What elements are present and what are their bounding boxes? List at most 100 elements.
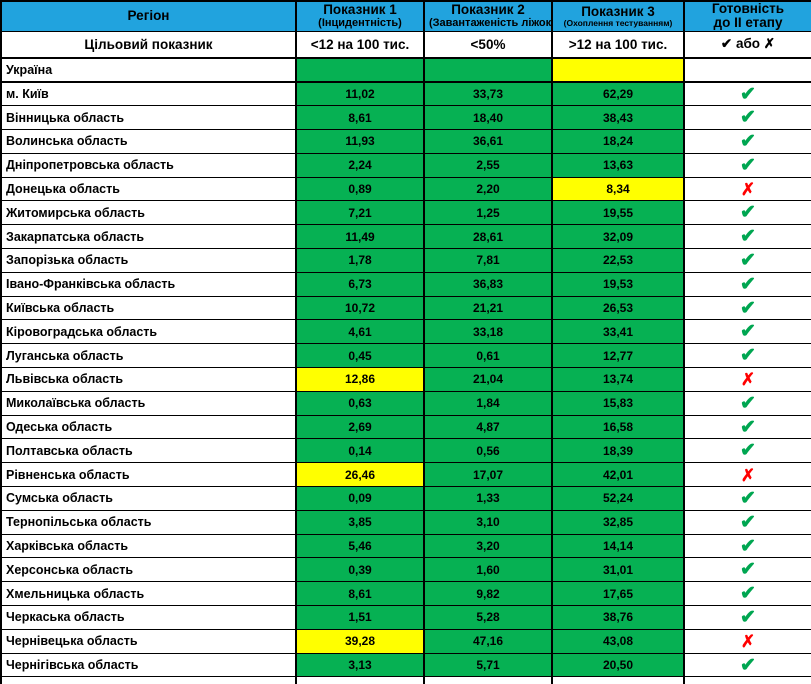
table-row: Сумська область 0,09 1,33 52,24 ✔ bbox=[0, 486, 811, 511]
readiness-mark: ✔ bbox=[683, 605, 811, 630]
readiness-mark: ✔ bbox=[683, 509, 811, 535]
indicator2-value: 36,83 bbox=[423, 271, 553, 297]
region-header-label: Регіон bbox=[127, 8, 170, 24]
indicator1-title: Показник 1 bbox=[323, 2, 397, 18]
indicator1-value: 0,89 bbox=[295, 176, 425, 202]
readiness-mark: ✔ bbox=[683, 200, 811, 226]
indicator2-value: 21,04 bbox=[423, 367, 553, 392]
table-row: Херсонська область 0,39 1,60 31,01 ✔ bbox=[0, 557, 811, 583]
table-row: Чернігівська область 3,13 5,71 20,50 ✔ bbox=[0, 652, 811, 678]
region-name: Вінницька область bbox=[0, 105, 297, 131]
indicator3-value: 15,83 bbox=[551, 390, 685, 416]
empty-row bbox=[0, 676, 811, 684]
region-name: Сумська область bbox=[0, 486, 297, 511]
indicator3-value: 22,53 bbox=[551, 248, 685, 273]
indicator3-value: 14,14 bbox=[551, 533, 685, 559]
indicator2-value: 4,87 bbox=[423, 414, 553, 440]
indicator3-value: 38,76 bbox=[551, 605, 685, 630]
indicator2-value: 3,20 bbox=[423, 533, 553, 559]
indicator3-value: 12,77 bbox=[551, 343, 685, 369]
indicator1-subtitle: (Інцидентність) bbox=[318, 16, 402, 29]
indicator2-value: 9,82 bbox=[423, 581, 553, 607]
region-name: Київська область bbox=[0, 295, 297, 321]
indicator2-value: 28,61 bbox=[423, 224, 553, 250]
check-icon: ✔ bbox=[740, 130, 756, 152]
readiness-mark: ✔ bbox=[683, 533, 811, 559]
readiness-mark: ✔ bbox=[683, 152, 811, 178]
table-row: Закарпатська область 11,49 28,61 32,09 ✔ bbox=[0, 224, 811, 250]
cross-icon: ✗ bbox=[740, 632, 756, 652]
readiness-mark: ✔ bbox=[683, 295, 811, 321]
indicator2-value: 36,61 bbox=[423, 129, 553, 154]
readiness-mark: ✔ bbox=[683, 414, 811, 440]
check-icon: ✔ bbox=[740, 321, 756, 343]
empty-cell bbox=[0, 676, 297, 684]
indicator1-value: 11,49 bbox=[295, 224, 425, 250]
indicator3-value: 33,41 bbox=[551, 319, 685, 345]
indicator2-value: 5,71 bbox=[423, 652, 553, 678]
indicator2-value: 18,40 bbox=[423, 105, 553, 131]
indicator3-value: 42,01 bbox=[551, 462, 685, 488]
region-name: Одеська область bbox=[0, 414, 297, 440]
indicator3-value: 18,24 bbox=[551, 129, 685, 154]
indicator3-value: 31,01 bbox=[551, 557, 685, 583]
cross-icon: ✗ bbox=[740, 180, 756, 200]
indicator1-value: 7,21 bbox=[295, 200, 425, 226]
readiness-mark: ✔ bbox=[683, 581, 811, 607]
readiness-mark: ✔ bbox=[683, 319, 811, 345]
table-row: Івано-Франківська область 6,73 36,83 19,… bbox=[0, 271, 811, 297]
region-name: Львівська область bbox=[0, 367, 297, 392]
indicator1-value: 0,63 bbox=[295, 390, 425, 416]
empty-cell bbox=[683, 676, 811, 684]
table-row: Волинська область 11,93 36,61 18,24 ✔ bbox=[0, 129, 811, 154]
indicator1-value: 4,61 bbox=[295, 319, 425, 345]
check-icon: ✔ bbox=[740, 583, 756, 605]
table-row: Черкаська область 1,51 5,28 38,76 ✔ bbox=[0, 605, 811, 630]
cross-icon: ✗ bbox=[740, 370, 756, 390]
readiness-mark: ✔ bbox=[683, 224, 811, 250]
target-row: Цільовий показник <12 на 100 тис. <50% >… bbox=[0, 30, 811, 59]
empty-cell bbox=[551, 676, 685, 684]
readiness-mark: ✗ bbox=[683, 176, 811, 202]
readiness-mark: ✔ bbox=[683, 105, 811, 131]
readiness-mark: ✔ bbox=[683, 81, 811, 107]
check-icon: ✔ bbox=[740, 249, 756, 271]
indicator3-title: Показник 3 bbox=[581, 3, 655, 19]
table-row: Луганська область 0,45 0,61 12,77 ✔ bbox=[0, 343, 811, 369]
indicator1-value: 12,86 bbox=[295, 367, 425, 392]
table-row: Дніпропетровська область 2,24 2,55 13,63… bbox=[0, 152, 811, 178]
empty-cell bbox=[423, 676, 553, 684]
indicator2-value: 0,56 bbox=[423, 438, 553, 464]
indicator1-value: 0,45 bbox=[295, 343, 425, 369]
region-name: Івано-Франківська область bbox=[0, 271, 297, 297]
indicator2-value: 0,61 bbox=[423, 343, 553, 369]
column-header-region: Регіон bbox=[0, 0, 297, 32]
target-indicator1: <12 на 100 тис. bbox=[295, 30, 425, 59]
table-row: Одеська область 2,69 4,87 16,58 ✔ bbox=[0, 414, 811, 440]
indicator1-value bbox=[295, 57, 425, 83]
indicator3-value: 13,74 bbox=[551, 367, 685, 392]
indicator1-value: 2,24 bbox=[295, 152, 425, 178]
indicator3-value: 32,85 bbox=[551, 509, 685, 535]
region-name: Донецька область bbox=[0, 176, 297, 202]
indicator1-value: 6,73 bbox=[295, 271, 425, 297]
check-icon: ✔ bbox=[740, 154, 756, 176]
indicator3-value: 17,65 bbox=[551, 581, 685, 607]
indicator3-subtitle: (Охоплення тестуванням) bbox=[563, 17, 673, 28]
indicator3-value: 52,24 bbox=[551, 486, 685, 511]
region-name: Кіровоградська область bbox=[0, 319, 297, 345]
check-icon: ✔ bbox=[740, 273, 756, 295]
indicator2-title: Показник 2 bbox=[451, 2, 525, 18]
check-icon: ✔ bbox=[740, 416, 756, 438]
table-row: Київська область 10,72 21,21 26,53 ✔ bbox=[0, 295, 811, 321]
indicator3-value: 32,09 bbox=[551, 224, 685, 250]
region-name: Миколаївська область bbox=[0, 390, 297, 416]
table-row: Донецька область 0,89 2,20 8,34 ✗ bbox=[0, 176, 811, 202]
indicator3-value: 19,53 bbox=[551, 271, 685, 297]
indicator2-subtitle: (Завантаженість ліжок) bbox=[429, 16, 552, 29]
check-icon: ✔ bbox=[740, 606, 756, 628]
table-row: Рівненська область 26,46 17,07 42,01 ✗ bbox=[0, 462, 811, 488]
indicator1-value: 26,46 bbox=[295, 462, 425, 488]
table-row: м. Київ 11,02 33,73 62,29 ✔ bbox=[0, 81, 811, 107]
check-icon: ✔ bbox=[740, 83, 756, 105]
